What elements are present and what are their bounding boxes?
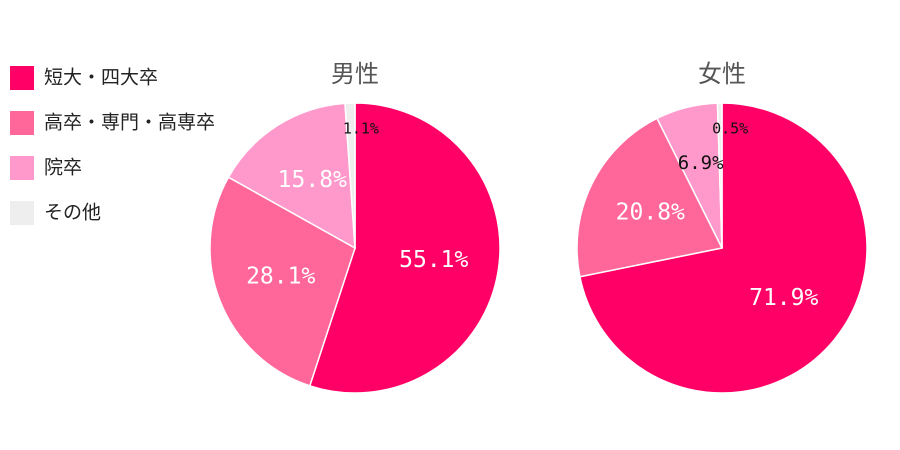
legend-label: 院卒 — [44, 157, 82, 179]
legend-swatch — [10, 111, 34, 135]
data-label: 15.8% — [278, 167, 347, 193]
data-label: 1.1% — [343, 120, 379, 138]
legend-swatch — [10, 156, 34, 180]
legend-label: 高卒・専門・高専卒 — [44, 112, 215, 134]
data-label: 28.1% — [246, 263, 315, 289]
legend-label: 短大・四大卒 — [44, 67, 158, 89]
pie-slice — [209, 176, 356, 387]
pie-slice — [578, 102, 868, 394]
legend-swatch — [10, 66, 34, 90]
pie-slice — [344, 102, 356, 249]
chart-title: 男性 — [331, 60, 379, 88]
pie-slice — [716, 102, 723, 249]
legend-label: その他 — [44, 202, 101, 224]
data-label: 0.5% — [712, 120, 748, 138]
pie-slice — [308, 102, 501, 394]
data-label: 6.9% — [678, 152, 724, 174]
data-label: 55.1% — [399, 247, 468, 273]
data-label: 20.8% — [616, 200, 685, 226]
legend-swatch — [10, 201, 34, 225]
data-label: 71.9% — [749, 285, 818, 311]
chart-title: 女性 — [698, 60, 746, 88]
pie-slice — [576, 117, 724, 278]
pie-slice — [227, 102, 356, 250]
